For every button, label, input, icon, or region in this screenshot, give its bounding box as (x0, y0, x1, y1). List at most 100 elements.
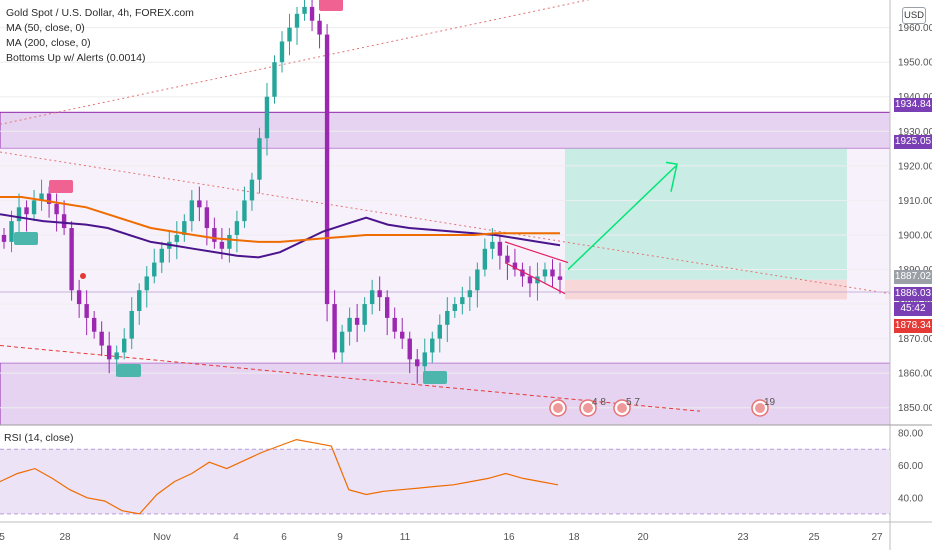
candle-body (437, 324, 442, 339)
lower-trendline (0, 345, 701, 412)
price-axis-label: 1930.00 (898, 127, 932, 138)
candle-body (309, 6, 315, 21)
candle-body (520, 269, 525, 277)
price-axis-label: 1960.00 (898, 23, 932, 34)
time-axis-label: Nov (153, 532, 171, 543)
candle-body (422, 352, 427, 367)
countdown-tag: 45:42 (894, 302, 932, 316)
buy-marker (423, 371, 447, 384)
wedge-lower (504, 262, 566, 295)
candle-body (317, 20, 322, 35)
candle-body (400, 331, 405, 339)
candle-body (302, 6, 307, 14)
candle-body (460, 297, 465, 305)
candle-body (257, 138, 262, 180)
stop-box (565, 279, 847, 300)
candle-body (234, 221, 240, 235)
candle-body (482, 248, 488, 270)
ma200-legend: MA (200, close, 0) (6, 37, 91, 49)
candle-body (227, 234, 232, 249)
candle-body (242, 200, 247, 222)
candle-body (91, 317, 97, 332)
candle-body (114, 352, 119, 360)
wedge-upper (504, 241, 569, 264)
candle-body (287, 27, 292, 42)
rsi-axis-label: 40.00 (898, 493, 923, 504)
candle-body (497, 241, 503, 256)
candle-body (84, 304, 89, 318)
price-tag-zone-top: 1934.84 (894, 98, 932, 112)
price-axis-label: 1940.00 (898, 92, 932, 103)
price-axis-label: 1860.00 (898, 369, 932, 380)
rsi-band (0, 449, 890, 514)
candle-body (490, 241, 495, 249)
candle-body (294, 13, 300, 28)
candle-body (467, 290, 473, 298)
price-axis-label: 1850.00 (898, 403, 932, 414)
price-tag-zone-bottom: 1925.05 (894, 135, 932, 149)
projection-arrowhead (665, 161, 678, 192)
candle-body (452, 304, 458, 311)
candle-body (16, 207, 22, 222)
upper-trendline (0, 0, 590, 125)
time-axis-label: 9 (337, 532, 343, 543)
event-badge-count: 5 7 (626, 397, 640, 408)
buy-marker (117, 364, 141, 377)
time-axis-label: 5 (0, 532, 5, 543)
sell-marker (49, 180, 73, 193)
mid-trendline (0, 151, 891, 295)
target-box (565, 148, 847, 280)
time-axis-label: 23 (737, 532, 749, 543)
candle-body (332, 304, 337, 353)
candle-body (279, 41, 285, 63)
rsi-legend: RSI (14, close) (4, 432, 74, 444)
candle-body (407, 338, 412, 360)
time-axis-label: 18 (568, 532, 580, 543)
candle-body (475, 269, 480, 291)
candle-body (69, 228, 74, 291)
rsi-line (0, 438, 559, 515)
candle-body (384, 297, 390, 318)
ma50-line (0, 213, 561, 259)
candle-body (189, 200, 195, 222)
projection-arrow (567, 165, 677, 271)
candle-body (550, 269, 555, 277)
candle-body (9, 221, 14, 242)
candle-body (415, 359, 420, 367)
candle-body (152, 262, 157, 277)
candle-body (76, 290, 82, 305)
candle-body (347, 317, 352, 332)
candle-body (512, 262, 518, 270)
us-flag-event-icon (755, 403, 765, 413)
candle-body (54, 203, 59, 215)
price-tag-entry: 1887.02 (894, 270, 932, 284)
sell-marker (319, 0, 343, 11)
price-axis-label: 1900.00 (898, 230, 932, 241)
candle-body (174, 234, 180, 242)
candle-body (362, 304, 367, 325)
event-badge-count: 4 8 (592, 397, 606, 408)
currency-button[interactable]: USD (902, 7, 926, 24)
candle-body (159, 248, 164, 263)
time-axis-label: 25 (808, 532, 820, 543)
time-axis-label: 27 (871, 532, 883, 543)
symbol-title: Gold Spot / U.S. Dollar, 4h, FOREX.com (6, 7, 194, 19)
candle-body (99, 331, 104, 346)
price-axis-label: 1910.00 (898, 196, 932, 207)
candle-body (527, 276, 533, 284)
ma50-legend: MA (50, close, 0) (6, 22, 85, 34)
us-flag-event-icon (583, 403, 593, 413)
candle-body (144, 276, 149, 291)
candle-body (369, 290, 375, 305)
candle-body (377, 290, 382, 298)
ma200-line (0, 196, 560, 243)
rsi-axis-label: 60.00 (898, 461, 923, 472)
candle-body (46, 193, 52, 204)
price-axis-label: 1920.00 (898, 161, 932, 172)
candle-body (354, 317, 360, 325)
time-axis-label: 11 (400, 532, 411, 543)
candle-body (324, 34, 330, 305)
candle-body (392, 317, 397, 332)
candle-body (31, 200, 37, 215)
